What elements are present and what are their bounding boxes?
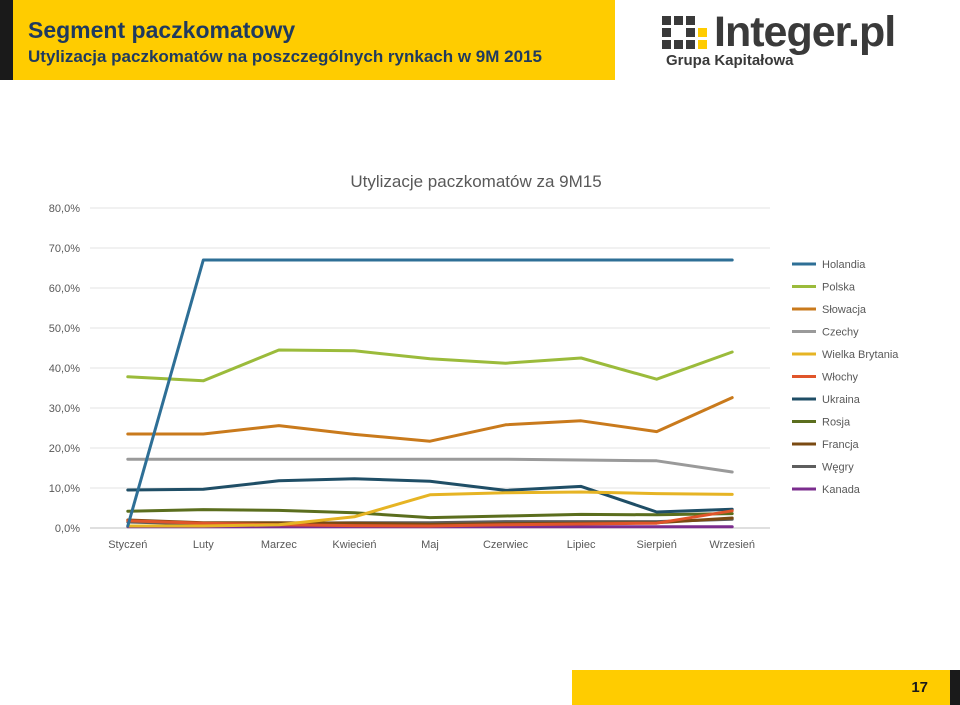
series-line: [126, 490, 734, 528]
x-tick-label: Maj: [421, 539, 439, 551]
header-bar: [0, 0, 615, 80]
y-tick-label: 60,0%: [49, 283, 80, 295]
legend-entry: Ukraina: [822, 394, 861, 406]
page-subtitle: Utylizacja paczkomatów na poszczególnych…: [28, 47, 542, 66]
x-tick-label: Czerwiec: [483, 539, 529, 551]
y-tick-label: 70,0%: [49, 243, 80, 255]
page-title: Segment paczkomatowy: [28, 17, 296, 43]
series-lines: [126, 258, 734, 529]
grid-lines: [90, 207, 770, 529]
logo-wordmark-dot: .pl: [848, 8, 896, 56]
series-line: [126, 509, 734, 528]
legend-entry: Francja: [822, 439, 860, 451]
y-tick-label: 10,0%: [49, 483, 80, 495]
chart-svg: Utylizacje paczkomatów za 9M15 0,0% 10,0%…: [49, 172, 900, 551]
footer-accent: [950, 670, 960, 705]
x-tick-label: Styczeń: [108, 539, 147, 551]
series-line: [126, 396, 734, 443]
x-tick-label: Marzec: [261, 539, 298, 551]
x-tick-label: Lipiec: [567, 539, 596, 551]
legend-entry: Czechy: [822, 327, 859, 339]
logo-tagline: Grupa Kapitałowa: [666, 52, 794, 69]
legend-entry: Kanada: [822, 484, 861, 496]
series-line: [126, 348, 734, 383]
y-tick-label: 40,0%: [49, 363, 80, 375]
x-axis-ticks: Styczeń Luty Marzec Kwiecień Maj Czerwiec Lipi…: [108, 539, 755, 551]
page-number: 17: [911, 679, 928, 696]
y-tick-label: 50,0%: [49, 323, 80, 335]
y-tick-label: 20,0%: [49, 443, 80, 455]
x-tick-label: Luty: [193, 539, 214, 551]
series-line: [126, 258, 734, 528]
legend-entry: Polska: [822, 282, 856, 294]
logo-wordmark: Integer.pl: [714, 8, 896, 57]
logo-wordmark-main: Integer: [714, 8, 849, 56]
legend: Holandia Polska Słowacja Czechy Wielka Bryta…: [792, 259, 899, 496]
y-tick-label: 80,0%: [49, 203, 80, 215]
header-accent: [0, 0, 13, 80]
series-line: [126, 477, 734, 514]
chart-title: Utylizacje paczkomatów za 9M15: [350, 172, 601, 191]
series-line: [126, 457, 734, 474]
series-line: [126, 508, 734, 520]
utilization-chart: Utylizacje paczkomatów za 9M15 0,0% 10,0%…: [0, 150, 960, 570]
footer-bar: 17: [572, 670, 950, 705]
y-axis-ticks: 0,0% 10,0% 20,0% 30,0% 40,0% 50,0% 60,0% 70,0% 8…: [49, 203, 80, 535]
x-tick-label: Wrzesień: [709, 539, 755, 551]
logo-squares-icon: [662, 16, 707, 49]
legend-entry: Rosja: [822, 417, 851, 429]
legend-entry: Włochy: [822, 372, 859, 384]
legend-entry: Holandia: [822, 259, 866, 271]
legend-entry: Wielka Brytania: [822, 349, 899, 361]
legend-entry: Słowacja: [822, 304, 867, 316]
x-tick-label: Sierpień: [636, 539, 676, 551]
y-tick-label: 30,0%: [49, 403, 80, 415]
legend-entry: Węgry: [822, 462, 854, 474]
y-tick-label: 0,0%: [55, 523, 80, 535]
company-logo: Integer.pl Grupa Kapitałowa: [662, 8, 922, 74]
x-tick-label: Kwiecień: [332, 539, 376, 551]
